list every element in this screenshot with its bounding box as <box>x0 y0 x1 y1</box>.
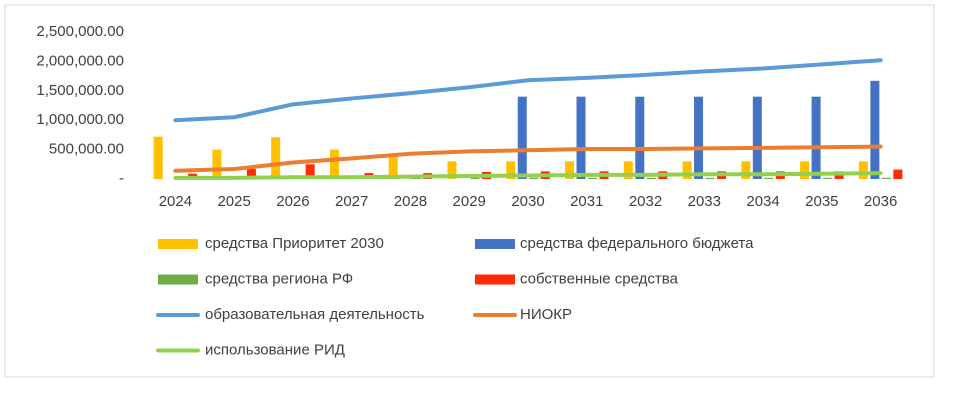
bar <box>858 161 868 179</box>
x-tick-label: 2035 <box>805 193 838 210</box>
legend-swatch <box>158 239 198 249</box>
bar <box>823 177 833 179</box>
bar <box>506 161 516 179</box>
bar <box>623 161 633 179</box>
y-tick-label: 500,000.00 <box>49 141 124 158</box>
x-tick-label: 2028 <box>394 193 427 210</box>
line-series <box>173 171 883 180</box>
bar <box>764 177 774 179</box>
chart-frame <box>4 4 935 378</box>
bar <box>212 149 222 179</box>
bar <box>588 177 598 179</box>
legend-label: НИОКР <box>520 306 572 323</box>
legend-label: использование РИД <box>205 341 345 358</box>
bar <box>682 161 692 179</box>
line-series <box>173 144 883 173</box>
bar <box>305 164 315 179</box>
bar <box>752 96 762 179</box>
legend-label: средства федерального бюджета <box>520 235 754 252</box>
bar <box>646 177 656 179</box>
legend-label: средства Приоритет 2030 <box>205 235 384 252</box>
y-tick-label: - <box>119 170 124 187</box>
x-tick-label: 2026 <box>276 193 309 210</box>
bar <box>246 169 256 179</box>
y-tick-label: 1,500,000.00 <box>36 82 124 99</box>
x-tick-label: 2032 <box>629 193 662 210</box>
x-tick-label: 2029 <box>453 193 486 210</box>
legend-label: средства региона РФ <box>205 270 353 287</box>
x-tick-label: 2034 <box>746 193 779 210</box>
bar <box>529 177 539 179</box>
x-tick-label: 2024 <box>159 193 192 210</box>
bar <box>800 161 810 179</box>
legend-swatch <box>475 239 515 249</box>
legend-swatch <box>475 274 515 285</box>
legend-label: собственные средства <box>520 270 679 287</box>
x-tick-label: 2033 <box>688 193 721 210</box>
bar <box>741 161 751 179</box>
bar <box>153 136 163 179</box>
legend-swatch <box>158 274 198 285</box>
bar <box>329 149 339 179</box>
x-tick-label: 2027 <box>335 193 368 210</box>
bar <box>870 80 880 179</box>
bar <box>517 96 527 179</box>
bar <box>576 96 586 179</box>
bar <box>565 161 575 179</box>
y-tick-label: 2,000,000.00 <box>36 52 124 69</box>
bar <box>635 96 645 179</box>
bar <box>271 137 281 179</box>
x-tick-label: 2030 <box>511 193 544 210</box>
x-tick-label: 2025 <box>217 193 250 210</box>
line-series <box>173 58 883 123</box>
bar <box>811 96 821 179</box>
bar <box>694 96 704 179</box>
bar <box>893 169 903 179</box>
bar <box>881 177 891 179</box>
bar <box>705 177 715 179</box>
bar <box>447 161 457 179</box>
x-tick-label: 2031 <box>570 193 603 210</box>
bar <box>388 156 398 179</box>
bar <box>470 177 480 179</box>
legend-label: образовательная деятельность <box>205 306 425 323</box>
y-tick-label: 1,000,000.00 <box>36 111 124 128</box>
y-tick-label: 2,500,000.00 <box>36 23 124 40</box>
x-tick-label: 2036 <box>864 193 897 210</box>
